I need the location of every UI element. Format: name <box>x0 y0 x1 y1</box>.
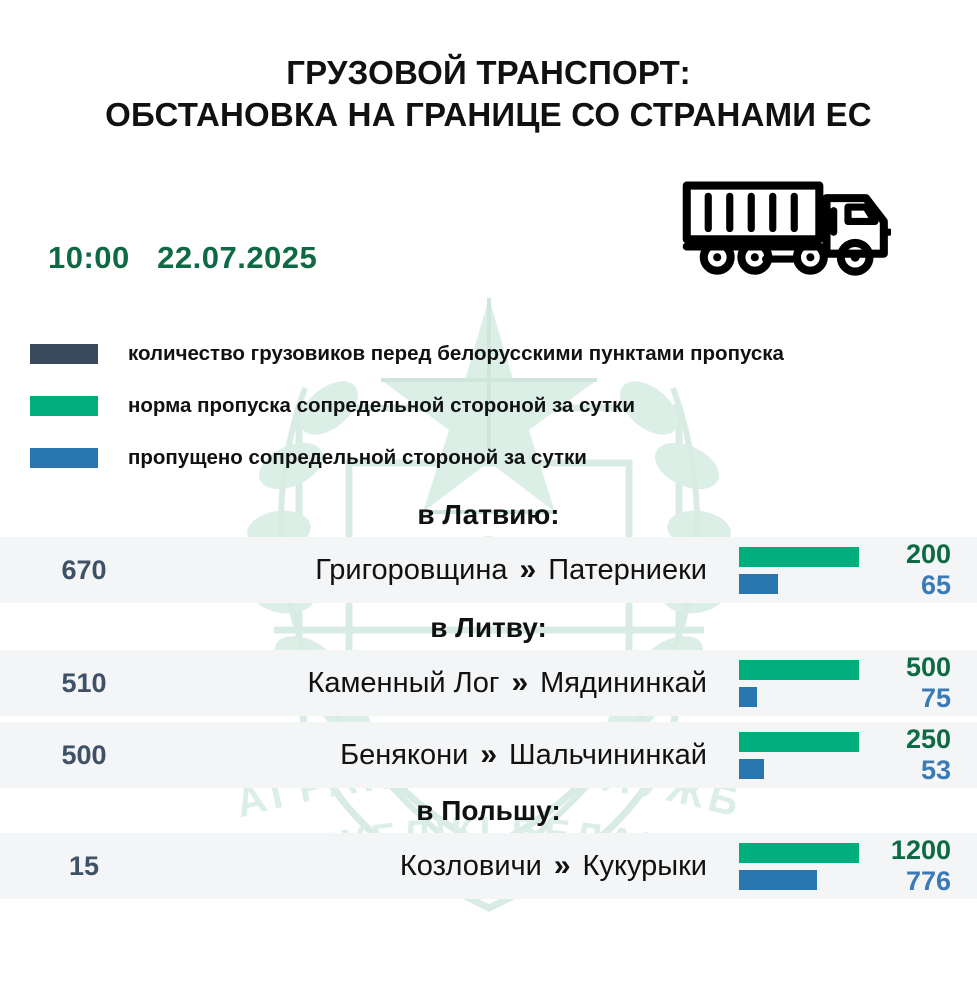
bar-group <box>717 842 859 890</box>
legend-swatch-dark <box>30 344 98 364</box>
legend-label-queue: количество грузовиков перед белорусскими… <box>128 342 784 365</box>
chevron-right-icon: » <box>553 849 571 882</box>
legend: количество грузовиков перед белорусскими… <box>30 332 960 480</box>
bar-group <box>717 731 859 779</box>
checkpoint-to: Патерниеки <box>548 553 707 586</box>
queue-count: 510 <box>61 667 107 698</box>
legend-item-passed: пропущено сопредельной стороной за сутки <box>30 436 960 480</box>
norm-value: 500 <box>905 652 951 683</box>
section-heading-poland: в Польшу: <box>416 795 561 826</box>
passed-bar <box>739 686 757 707</box>
route: Каменный Лог » Мядининкай <box>168 667 717 700</box>
passed-bar <box>739 758 764 779</box>
table-row: 670 Григоровщина » Патерниеки 200 65 <box>0 537 977 603</box>
checkpoint-from: Козловичи <box>399 849 542 882</box>
legend-item-queue: количество грузовиков перед белорусскими… <box>30 332 960 376</box>
route: Козловичи » Кукурыки <box>168 850 717 883</box>
value-group: 500 75 <box>857 653 977 712</box>
section-heading-lithuania: в Литву: <box>430 612 547 643</box>
route: Григоровщина » Патерниеки <box>168 554 717 587</box>
passed-value: 75 <box>920 682 951 713</box>
checkpoint-to: Мядининкай <box>540 666 707 699</box>
value-group: 1200 776 <box>857 836 977 895</box>
chevron-right-icon: » <box>480 738 497 771</box>
title-line-1: ГРУЗОВОЙ ТРАНСПОРТ: <box>286 54 691 91</box>
timestamp: 10:00 22.07.2025 <box>48 240 318 275</box>
checkpoint-to: Шальчининкай <box>509 738 707 771</box>
norm-value: 1200 <box>890 835 951 866</box>
passed-bar <box>739 869 817 890</box>
bar-group <box>717 659 859 707</box>
truck-icon <box>676 170 891 280</box>
checkpoint-to: Кукурыки <box>582 849 707 882</box>
norm-bar <box>739 659 859 680</box>
table-row: 500 Бенякони » Шальчининкай 250 53 <box>0 722 977 788</box>
passed-value: 776 <box>905 865 951 896</box>
route: Бенякони » Шальчининкай <box>168 739 717 772</box>
norm-bar <box>739 731 859 752</box>
table-row: 15 Козловичи » Кукурыки 1200 776 <box>0 833 977 899</box>
queue-count: 15 <box>68 850 100 881</box>
table-row: 510 Каменный Лог » Мядининкай 500 75 <box>0 650 977 716</box>
passed-bar <box>739 573 778 594</box>
legend-item-norm: норма пропуска сопредельной стороной за … <box>30 384 960 428</box>
checkpoint-from: Бенякони <box>340 738 469 771</box>
norm-value: 200 <box>905 539 951 570</box>
checkpoint-from: Каменный Лог <box>307 666 500 699</box>
legend-swatch-blue <box>30 448 98 468</box>
queue-count: 500 <box>61 739 107 770</box>
page-title: ГРУЗОВОЙ ТРАНСПОРТ: ОБСТАНОВКА НА ГРАНИЦ… <box>0 0 977 136</box>
legend-swatch-green <box>30 396 98 416</box>
norm-bar <box>739 546 859 567</box>
legend-label-passed: пропущено сопредельной стороной за сутки <box>128 446 587 469</box>
norm-bar <box>739 842 859 863</box>
passed-value: 65 <box>920 569 951 600</box>
section-heading-latvia: в Латвию: <box>417 499 560 530</box>
title-line-2: ОБСТАНОВКА НА ГРАНИЦЕ СО СТРАНАМИ ЕС <box>105 96 872 134</box>
checkpoint-from: Григоровщина <box>315 553 508 586</box>
queue-count: 670 <box>61 554 107 585</box>
value-group: 250 53 <box>857 725 977 784</box>
legend-label-norm: норма пропуска сопредельной стороной за … <box>128 394 635 417</box>
norm-value: 250 <box>905 724 951 755</box>
chevron-right-icon: » <box>511 666 529 699</box>
passed-value: 53 <box>920 754 951 785</box>
value-group: 200 65 <box>857 540 977 599</box>
border-crossing-table: в Латвию: 670 Григоровщина » Патерниеки … <box>0 492 977 899</box>
bar-group <box>717 546 859 594</box>
chevron-right-icon: » <box>519 553 537 586</box>
